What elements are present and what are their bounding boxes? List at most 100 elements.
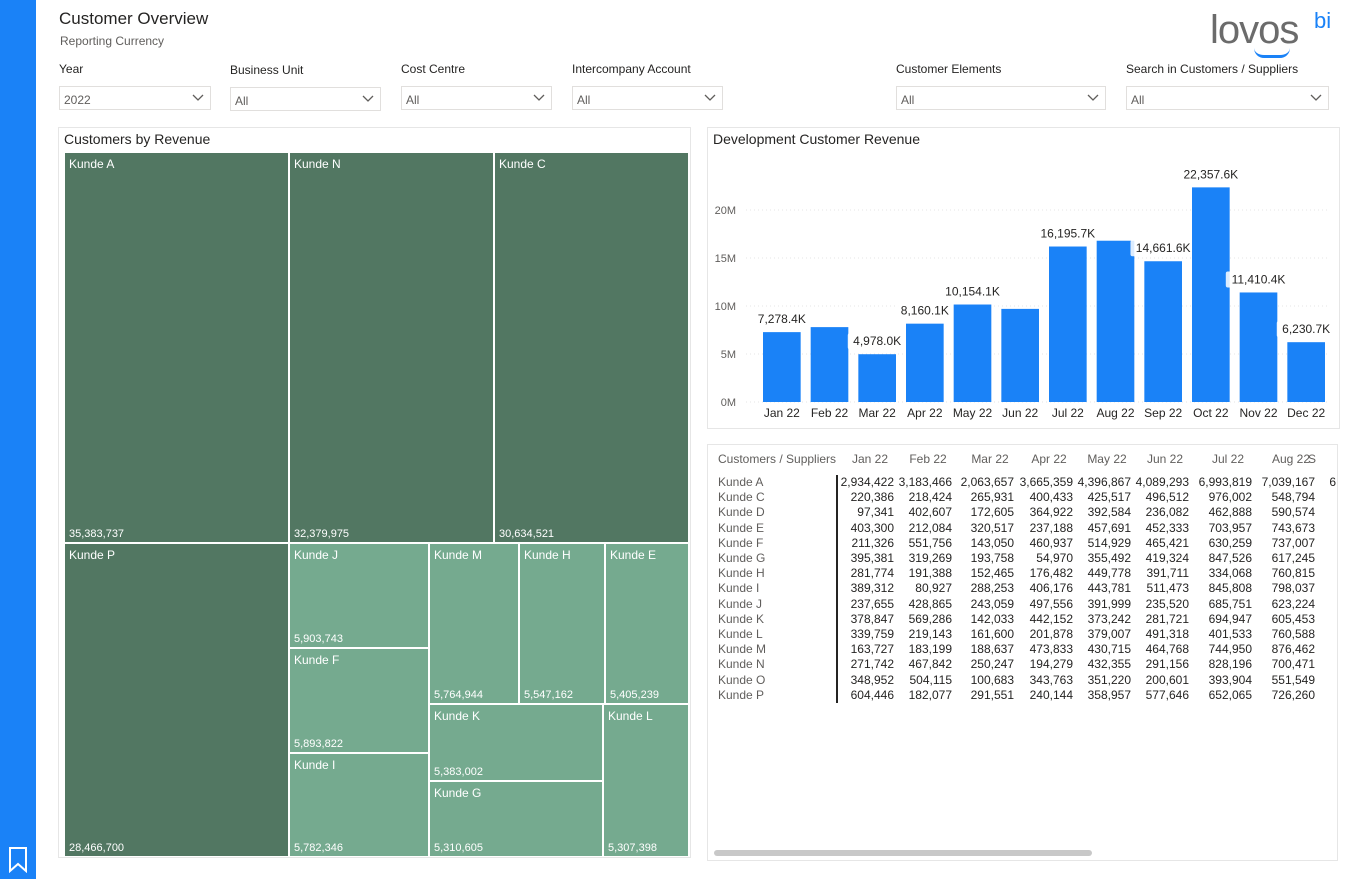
matrix-column-header[interactable]: Feb 22: [909, 452, 947, 466]
treemap-tile-kunde-g[interactable]: Kunde G 5,310,605: [429, 781, 603, 857]
matrix-column-header[interactable]: Aug 22: [1271, 452, 1311, 466]
filter-label: Intercompany Account: [572, 62, 691, 76]
bar-oct-22[interactable]: [1192, 187, 1230, 402]
filter-year: Year 2022: [59, 62, 211, 110]
y-tick-label: 5M: [721, 349, 736, 361]
matrix-cell: 364,922: [1029, 505, 1073, 520]
treemap-tile-kunde-a[interactable]: Kunde A 35,383,737: [64, 152, 289, 543]
matrix-column-header[interactable]: May 22: [1087, 452, 1127, 466]
matrix-cell: 737,007: [1271, 535, 1315, 550]
treemap-tile-kunde-n[interactable]: Kunde N 32,379,975: [289, 152, 494, 543]
x-tick-label: Feb 22: [811, 406, 849, 420]
matrix-cell: 291,156: [1145, 657, 1189, 672]
x-tick-label: Jun 22: [1002, 406, 1038, 420]
treemap-tile-kunde-k[interactable]: Kunde K 5,383,002: [429, 704, 603, 781]
tile-value: 28,466,700: [69, 842, 125, 854]
matrix-cell: 430,715: [1087, 642, 1131, 657]
treemap-tile-kunde-f[interactable]: Kunde F 5,893,822: [289, 648, 429, 753]
bar-aug-22[interactable]: [1096, 240, 1135, 402]
treemap-tile-kunde-l[interactable]: Kunde L 5,307,398: [603, 704, 689, 857]
matrix-cell: 726,260: [1271, 687, 1315, 702]
matrix-cell: 201,878: [1029, 627, 1073, 641]
tile-name: Kunde P: [69, 548, 116, 562]
data-label: 4,978.0K: [853, 334, 901, 348]
matrix-cell: 652,065: [1208, 687, 1252, 702]
treemap-tile-kunde-j[interactable]: Kunde J 5,903,743: [289, 543, 429, 648]
matrix-cell: 406,176: [1029, 581, 1073, 596]
matrix-column-header[interactable]: Mar 22: [971, 452, 1009, 466]
bar-mar-22[interactable]: [858, 354, 896, 402]
data-label: 11,410.4K: [1232, 272, 1286, 286]
filter-label: Cost Centre: [401, 62, 466, 76]
matrix-cell: 617,245: [1271, 551, 1315, 565]
matrix-cell: 194,279: [1029, 657, 1073, 672]
matrix-row-label: Kunde N: [718, 657, 765, 672]
bookmark-icon[interactable]: [8, 847, 28, 873]
matrix-cell: 219,143: [908, 627, 952, 641]
business-unit-dropdown[interactable]: All: [230, 87, 381, 111]
matrix-column-header[interactable]: S: [1307, 452, 1316, 466]
bar-sep-22[interactable]: [1144, 261, 1182, 402]
horizontal-scrollbar[interactable]: [714, 850, 1092, 856]
cost-centre-dropdown[interactable]: All: [401, 86, 552, 110]
chevron-down-icon: [192, 94, 204, 101]
matrix-column-header[interactable]: Jan 22: [851, 452, 889, 466]
matrix-cell: 449,778: [1087, 566, 1131, 581]
bar-jul-22[interactable]: [1049, 246, 1087, 402]
bar-feb-22[interactable]: [810, 327, 849, 402]
matrix-cell: 744,950: [1208, 642, 1252, 657]
bar-jun-22[interactable]: [1001, 308, 1039, 402]
customer-elements-dropdown[interactable]: All: [896, 86, 1106, 110]
bar-jan-22[interactable]: [763, 332, 801, 402]
matrix-cell: 265,931: [970, 490, 1014, 505]
matrix-cell: 334,068: [1208, 566, 1252, 581]
tile-name: Kunde K: [434, 709, 481, 723]
bar-may-22[interactable]: [953, 304, 992, 402]
treemap-tile-kunde-m[interactable]: Kunde M 5,764,944: [429, 543, 519, 704]
treemap-tile-kunde-p[interactable]: Kunde P 28,466,700: [64, 543, 289, 857]
y-tick-label: 15M: [715, 253, 736, 265]
x-tick-label: Dec 22: [1287, 406, 1325, 420]
treemap-tile-kunde-i[interactable]: Kunde I 5,782,346: [289, 753, 429, 857]
matrix-column-header[interactable]: Apr 22: [1031, 452, 1067, 466]
filter-business-unit: Business Unit All: [230, 63, 381, 111]
matrix-cell: 348,952: [850, 672, 894, 687]
matrix-cell: 432,355: [1087, 657, 1131, 672]
treemap-tile-kunde-e[interactable]: Kunde E 5,405,239: [605, 543, 689, 704]
matrix-cell: 6,993,819: [1198, 475, 1252, 489]
search-customers-dropdown[interactable]: All: [1126, 86, 1329, 110]
tile-name: Kunde J: [294, 548, 339, 562]
treemap: Kunde A 35,383,737 Kunde N 32,379,975 Ku…: [64, 152, 689, 857]
intercompany-account-dropdown[interactable]: All: [572, 86, 723, 110]
bar-dec-22[interactable]: [1287, 342, 1325, 402]
matrix-row-label: Kunde H: [718, 566, 765, 581]
treemap-tile-kunde-h[interactable]: Kunde H 5,547,162: [519, 543, 605, 704]
matrix-column-header[interactable]: Jun 22: [1146, 452, 1184, 466]
matrix-cell: 976,002: [1208, 490, 1252, 505]
x-tick-label: May 22: [953, 406, 993, 420]
filter-intercompany-account: Intercompany Account All: [572, 62, 723, 110]
matrix-column-header[interactable]: Jul 22: [1211, 452, 1245, 466]
tile-value: 5,782,346: [294, 842, 343, 854]
chevron-down-icon: [1087, 94, 1099, 101]
matrix-cell: 798,037: [1271, 581, 1315, 596]
bar-apr-22[interactable]: [906, 323, 944, 402]
matrix-cell: 3,183,466: [898, 475, 952, 489]
matrix-row-label: Kunde K: [718, 611, 765, 626]
year-dropdown[interactable]: 2022: [59, 86, 211, 110]
matrix-cell: 442,152: [1029, 611, 1073, 626]
matrix-cell: 152,465: [970, 566, 1014, 581]
matrix-row-label: Kunde P: [718, 687, 765, 702]
x-tick-label: Apr 22: [907, 406, 943, 420]
matrix-cell: 237,655: [850, 596, 894, 611]
page-title: Customer Overview: [59, 9, 209, 28]
treemap-tile-kunde-c[interactable]: Kunde C 30,634,521: [494, 152, 689, 543]
dropdown-value: All: [577, 93, 591, 107]
data-label: 10,154.1K: [945, 285, 1000, 299]
logo-arc: [1254, 48, 1290, 58]
matrix-cell: 548,794: [1271, 490, 1315, 505]
matrix-cell: 373,242: [1087, 611, 1131, 626]
matrix-cell: 281,774: [850, 566, 894, 581]
bar-nov-22[interactable]: [1239, 292, 1278, 402]
matrix-cell: 847,526: [1208, 551, 1252, 565]
